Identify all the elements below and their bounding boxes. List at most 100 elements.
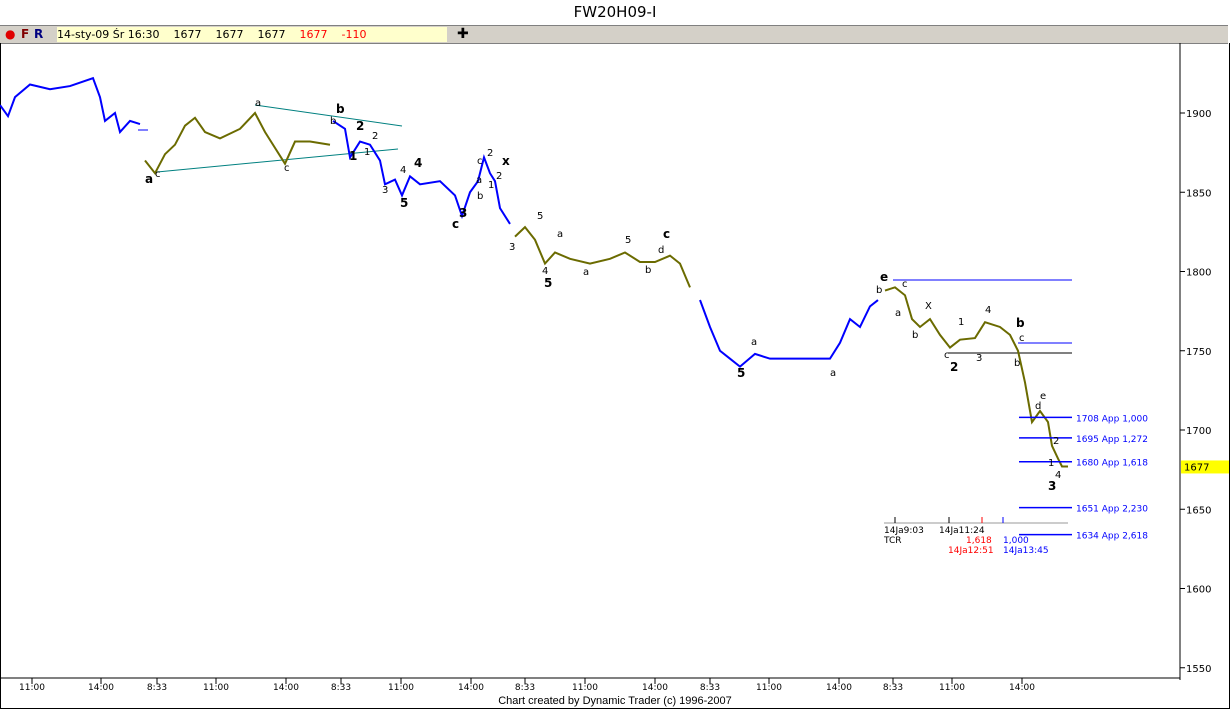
wave-label: 5	[544, 276, 552, 290]
price-path-wave_blue	[332, 120, 511, 225]
time-tick-label: 11:00	[19, 683, 45, 693]
window-title: FW20H09-I	[573, 3, 657, 21]
footer-credit: Chart created by Dynamic Trader (c) 1996…	[498, 695, 732, 707]
wave-label: 2	[1053, 436, 1059, 447]
price-tick-label: 1650	[1186, 505, 1211, 516]
wave-label: 1	[488, 180, 494, 191]
price-tick-label: 1850	[1186, 188, 1211, 199]
trendline-lower	[156, 148, 399, 173]
price-path-wave_blue	[699, 299, 879, 368]
r-button[interactable]: R	[34, 27, 44, 41]
price-tick-label: 1900	[1186, 109, 1211, 120]
time-cycle-ratio: 1,618	[966, 536, 992, 546]
wave-label: b	[336, 102, 345, 116]
time-cycle-date: 14Ja13:45	[1003, 546, 1049, 556]
time-tick-label: 11:00	[939, 683, 965, 693]
time-tick-label: 14:00	[88, 683, 114, 693]
wave-label: e	[1040, 391, 1046, 402]
wave-label: 1	[958, 317, 964, 328]
current-price-marker	[1181, 460, 1229, 474]
wave-label: 4	[400, 165, 406, 176]
wave-label: b	[477, 191, 483, 202]
price-tick-label: 1750	[1186, 347, 1211, 358]
wave-label: c	[663, 227, 670, 241]
wave-label: X	[925, 301, 932, 312]
projection-label: 1634 App 2,618	[1076, 532, 1148, 542]
wave-label: c	[284, 163, 290, 174]
wave-label: b	[645, 265, 651, 276]
time-tick-label: 8:33	[883, 683, 903, 693]
wave-label: d	[1035, 401, 1041, 412]
info-low: 1677	[257, 28, 286, 41]
wave-label: a	[145, 172, 153, 186]
price-path-wave_blue	[0, 76, 141, 135]
wave-label: c	[1019, 333, 1025, 344]
current-price-label: 1677	[1184, 462, 1209, 473]
price-path-wave_olive	[144, 111, 331, 176]
wave-label: c	[902, 279, 908, 290]
wave-label: 3	[382, 185, 388, 196]
toolbar: ● F R 14-sty-09 Śr 16:30 1677 1677 1677 1677…	[0, 25, 1228, 44]
price-tick-label: 1550	[1186, 664, 1211, 675]
wave-label: 5	[537, 211, 543, 222]
red-dot-icon[interactable]: ●	[5, 27, 16, 41]
bar-info: 14-sty-09 Śr 16:30 1677 1677 1677 1677 -110	[57, 27, 447, 42]
time-cycle-label: TCR	[883, 536, 902, 546]
wave-label: 1	[364, 147, 370, 158]
time-tick-label: 14:00	[1009, 683, 1035, 693]
time-tick-label: 11:00	[388, 683, 414, 693]
wave-label: e	[880, 270, 888, 284]
wave-label: 2	[356, 119, 364, 133]
time-tick-label: 8:33	[515, 683, 535, 693]
time-tick-label: 11:00	[203, 683, 229, 693]
wave-label: b	[1014, 358, 1020, 369]
wave-label: 5	[625, 235, 631, 246]
projection-label: 1680 App 1,618	[1076, 459, 1148, 469]
wave-label: 4	[985, 305, 991, 316]
time-cycle-label: 14Ja11:24	[939, 526, 985, 536]
wave-label: a	[830, 368, 836, 379]
time-cycle-ratio: 1,000	[1003, 536, 1029, 546]
wave-label: b	[330, 116, 336, 127]
wave-label: 3	[509, 242, 515, 253]
time-tick-label: 14:00	[458, 683, 484, 693]
wave-label: 2	[950, 360, 958, 374]
price-path-wave_olive	[514, 225, 691, 288]
time-tick-label: 8:33	[147, 683, 167, 693]
price-tick-label: 1600	[1186, 585, 1211, 596]
wave-label: 1	[1048, 458, 1054, 469]
f-button[interactable]: F	[21, 27, 30, 41]
wave-label: b	[912, 330, 918, 341]
wave-label: c	[452, 217, 459, 231]
plus-icon[interactable]: ✚	[457, 26, 469, 42]
wave-label: a	[583, 267, 589, 278]
time-cycle-label: 14Ja9:03	[884, 526, 924, 536]
trendline-upper	[254, 104, 403, 127]
wave-label: c	[944, 350, 950, 361]
wave-label: a	[557, 229, 563, 240]
time-tick-label: 8:33	[700, 683, 720, 693]
wave-label: 3	[459, 206, 467, 220]
wave-label: c	[477, 156, 483, 167]
wave-label: a	[255, 98, 261, 109]
wave-label: 4	[542, 266, 548, 277]
price-path-wave_olive	[884, 286, 1068, 468]
time-tick-label: 11:00	[756, 683, 782, 693]
wave-label: a	[751, 337, 757, 348]
wave-label: 4	[414, 156, 422, 170]
wave-label: 3	[1048, 479, 1056, 493]
wave-label: 2	[487, 148, 493, 159]
projection-label: 1695 App 1,272	[1076, 435, 1148, 445]
price-tick-label: 1800	[1186, 268, 1211, 279]
time-tick-label: 14:00	[642, 683, 668, 693]
projection-label: 1651 App 2,230	[1076, 505, 1148, 515]
wave-label: 1	[349, 149, 357, 163]
time-tick-label: 11:00	[572, 683, 598, 693]
wave-label: x	[502, 154, 510, 168]
wave-label: a	[895, 308, 901, 319]
projection-label: 1708 App 1,000	[1076, 414, 1148, 424]
wave-label: a	[476, 175, 482, 186]
info-close: 1677	[299, 28, 328, 41]
time-cycle-date: 14Ja12:51	[948, 546, 994, 556]
